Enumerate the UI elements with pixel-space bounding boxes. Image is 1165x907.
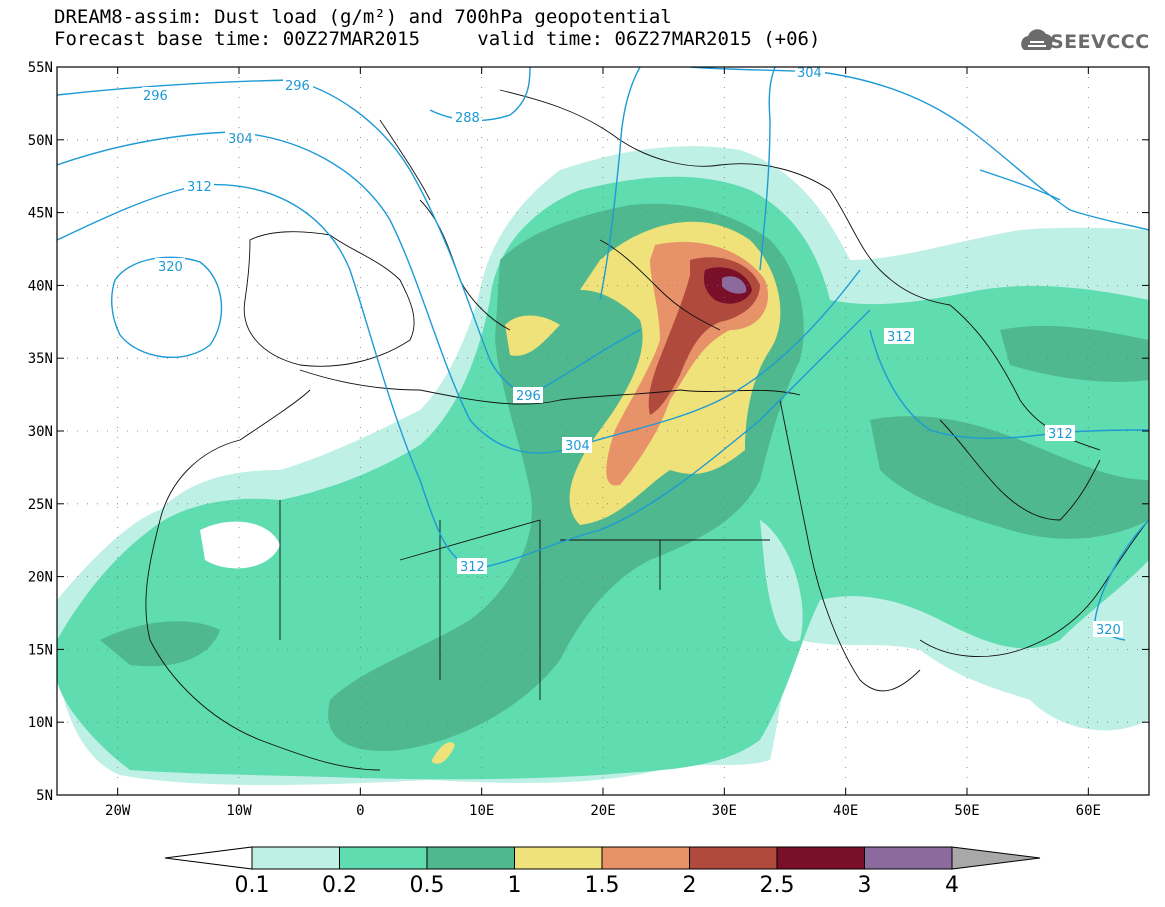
colorbar-label: 2.5 [760,873,795,898]
lon-tick-label: 20E [590,803,615,819]
dust-field [57,146,1149,785]
colorbar-segment [514,846,603,870]
valid-time: valid time: 06Z27MAR2015 (+06) [477,28,821,50]
lon-tick-label: 30E [712,803,737,819]
colorbar-segment [689,846,778,870]
lat-tick-label: 35N [28,351,53,367]
colorbar-segment [251,846,340,870]
colorbar-segment [776,846,865,870]
lat-tick-label: 20N [28,570,53,586]
colorbar-label: 0.2 [322,873,357,898]
latitude-axis: 55N 50N 45N 40N 35N 30N 25N 20N 15N 10N 5N [28,60,1149,804]
contour-label-296-africa: 296 [516,389,541,404]
contour-label-320-east: 320 [1096,623,1121,638]
coastlines [145,89,1149,771]
colorbar-label: 0.1 [235,873,270,898]
lat-tick-label: 5N [36,788,53,804]
colorbar-segment [339,846,428,870]
lat-tick-label: 55N [28,60,53,76]
grid-lines [57,67,1149,795]
lat-tick-label: 40N [28,278,53,294]
contour-label-304-west: 304 [228,132,253,147]
colorbar-under-triangle [164,846,253,870]
contour-label-304-africa: 304 [565,439,590,454]
contour-label-312-west: 312 [187,180,212,195]
lon-tick-label: 60E [1076,803,1101,819]
colorbar-label: 3 [858,873,872,898]
contour-label-296-north: 296 [285,79,310,94]
lat-tick-label: 30N [28,424,53,440]
lon-tick-label: 40E [833,803,858,819]
lon-tick-label: 0 [356,803,364,819]
lat-tick-label: 45N [28,206,53,222]
colorbar-segment [601,846,690,870]
colorbar-segment [426,846,515,870]
chart-subtitle: Forecast base time: 00Z27MAR2015 valid t… [54,29,820,49]
contour-label-296-west: 296 [143,89,168,104]
contour-label-288: 288 [455,111,480,126]
cloud-icon [1021,29,1053,50]
lon-tick-label: 10W [226,803,252,819]
lat-tick-label: 50N [28,133,53,149]
contour-label-312-iran: 312 [887,330,912,345]
contour-label-320-west: 320 [158,260,183,275]
colorbar-label: 1 [508,873,522,898]
base-time: Forecast base time: 00Z27MAR2015 [54,28,421,50]
contour-labels: 296 296 288 304 304 312 320 296 304 312 … [142,64,1123,638]
chart-title: DREAM8-assim: Dust load (g/m²) and 700hP… [54,6,672,28]
contour-label-312-east: 312 [1048,427,1073,442]
lat-tick-label: 25N [28,497,53,513]
colorbar-label: 2 [683,873,697,898]
colorbar-label: 1.5 [585,873,620,898]
contour-label-304-north: 304 [797,66,822,81]
lat-tick-label: 15N [28,642,53,658]
colorbar-label: 0.5 [410,873,445,898]
lon-tick-label: 20W [105,803,131,819]
colorbar-label: 4 [945,873,959,898]
colorbar-segment [864,846,953,870]
longitude-axis: 20W 10W 0 10E 20E 30E 40E 50E 60E [105,67,1101,819]
logo-text: SEEVCCC [1050,31,1150,53]
lon-tick-label: 50E [954,803,979,819]
lat-tick-label: 10N [28,715,53,731]
contour-label-312-africa: 312 [460,560,485,575]
colorbar-over-triangle [951,846,1041,870]
lon-tick-label: 10E [469,803,494,819]
